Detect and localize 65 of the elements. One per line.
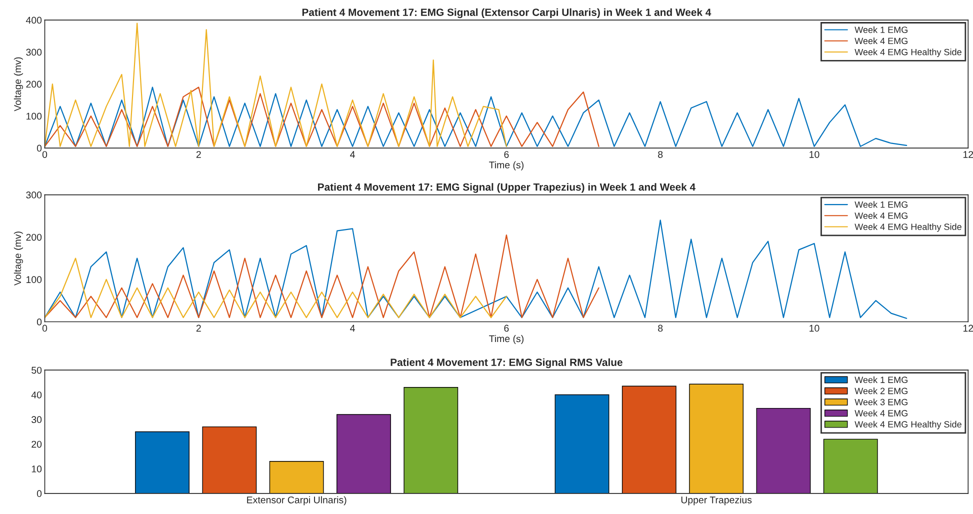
legend-label: Week 1 EMG (854, 26, 908, 33)
x-tick-label: 2 (196, 324, 201, 332)
y-tick-label: 0 (36, 490, 42, 498)
line-series (44, 220, 908, 319)
bar (202, 426, 257, 494)
x-tick-label: 8 (658, 151, 663, 158)
y-tick-label: 200 (26, 234, 42, 241)
x-tick-label: 8 (658, 324, 663, 332)
y-tick-label: 50 (32, 366, 42, 374)
y-tick-label: 400 (26, 16, 42, 24)
legend-label: Week 2 EMG (854, 388, 908, 394)
bar (336, 414, 391, 494)
y-tick-label: 0 (36, 144, 42, 152)
x-axis-title: Time (s) (489, 161, 524, 170)
x-tick-label: Upper Trapezius (681, 496, 752, 506)
bar (823, 438, 878, 494)
y-tick-label: 10 (32, 466, 42, 472)
chart-title: Patient 4 Movement 17: EMG Signal RMS Value (390, 358, 622, 368)
legend-label: Week 4 EMG Healthy Side (854, 48, 962, 58)
bar (756, 408, 811, 494)
legend-label: Week 3 EMG (854, 398, 908, 406)
y-tick-label: 100 (26, 112, 42, 120)
bar (269, 461, 324, 494)
legend-label: Week 4 EMG Healthy Side (854, 420, 962, 430)
y-tick-label: 40 (31, 391, 42, 398)
line-series (44, 234, 600, 318)
y-tick-label: 30 (32, 416, 42, 424)
x-tick-label: 12 (963, 324, 973, 332)
y-tick-label: 300 (26, 192, 42, 198)
line-series (44, 258, 507, 318)
x-tick-label: 6 (504, 151, 509, 158)
x-tick-label: 10 (810, 151, 820, 158)
chart-title: Patient 4 Movement 17: EMG Signal (Extensor Carpi Ulnaris) in Week 1 and Week 4 (302, 8, 712, 18)
x-tick-label: 0 (42, 324, 48, 332)
bar (135, 431, 190, 494)
bar (404, 387, 458, 494)
bar (554, 394, 610, 494)
legend-label: Week 1 EMG (854, 201, 908, 208)
legend-label: Week 4 EMG Healthy Side (854, 223, 962, 232)
legend-label: Week 1 EMG (854, 376, 908, 384)
x-tick-label: 12 (963, 151, 973, 158)
y-tick-label: 20 (32, 440, 42, 448)
line-series (44, 22, 507, 147)
bar (622, 386, 676, 494)
legend-label: Week 4 EMG (854, 410, 908, 416)
legend-label: Week 4 EMG (854, 212, 908, 219)
chart-title: Patient 4 Movement 17: EMG Signal (Upper Trapezius) in Week 1 and Week 4 (318, 183, 696, 193)
line-series (44, 86, 600, 147)
y-tick-label: 200 (26, 80, 42, 88)
x-axis-title: Time (s) (489, 334, 524, 344)
x-tick-label: 10 (810, 324, 820, 332)
y-tick-label: 100 (26, 276, 42, 284)
legend-label: Week 4 EMG (854, 37, 908, 44)
line-series (44, 86, 908, 147)
y-tick-label: 0 (36, 318, 42, 326)
x-tick-label: 4 (350, 151, 355, 158)
y-axis-title: Voltage (mv) (14, 57, 23, 112)
x-tick-label: 6 (504, 324, 509, 332)
x-tick-label: Extensor Carpi Ulnaris) (247, 496, 346, 506)
x-tick-label: 0 (42, 151, 48, 158)
y-tick-label: 300 (26, 48, 42, 56)
x-tick-label: 4 (350, 324, 355, 332)
bar (689, 384, 744, 494)
x-tick-label: 2 (196, 151, 201, 158)
y-axis-title: Voltage (mv) (14, 232, 23, 286)
